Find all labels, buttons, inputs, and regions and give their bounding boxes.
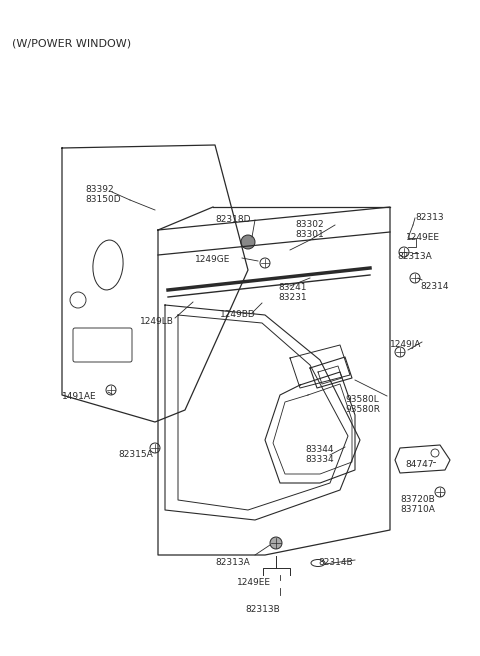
Text: 82313A: 82313A [215,558,250,567]
Text: 84747: 84747 [405,460,433,469]
Text: 82314B: 82314B [318,558,353,567]
Text: 82315A: 82315A [118,450,153,459]
Text: 82313B: 82313B [245,605,280,614]
Text: 83302
83301: 83302 83301 [295,220,324,239]
Text: 1249EE: 1249EE [237,578,271,587]
Text: 83720B
83710A: 83720B 83710A [400,495,435,514]
Text: (W/POWER WINDOW): (W/POWER WINDOW) [12,38,131,48]
Text: 1249JA: 1249JA [390,340,421,349]
Circle shape [241,235,255,249]
Text: 1249LB: 1249LB [140,317,174,326]
Text: 1249GE: 1249GE [195,255,230,264]
Circle shape [270,537,282,549]
Text: 83241
83231: 83241 83231 [278,283,307,302]
Text: 82313A: 82313A [397,252,432,261]
Text: 82313: 82313 [415,213,444,222]
Text: 82318D: 82318D [215,215,251,224]
Text: 93580L
93580R: 93580L 93580R [345,395,380,415]
Text: 82314: 82314 [420,282,448,291]
Text: 83344
83334: 83344 83334 [305,445,334,464]
Text: 1249EE: 1249EE [406,233,440,242]
Text: 1491AE: 1491AE [62,392,96,401]
Text: 1249BD: 1249BD [220,310,256,319]
Text: 83392
83150D: 83392 83150D [85,185,120,205]
